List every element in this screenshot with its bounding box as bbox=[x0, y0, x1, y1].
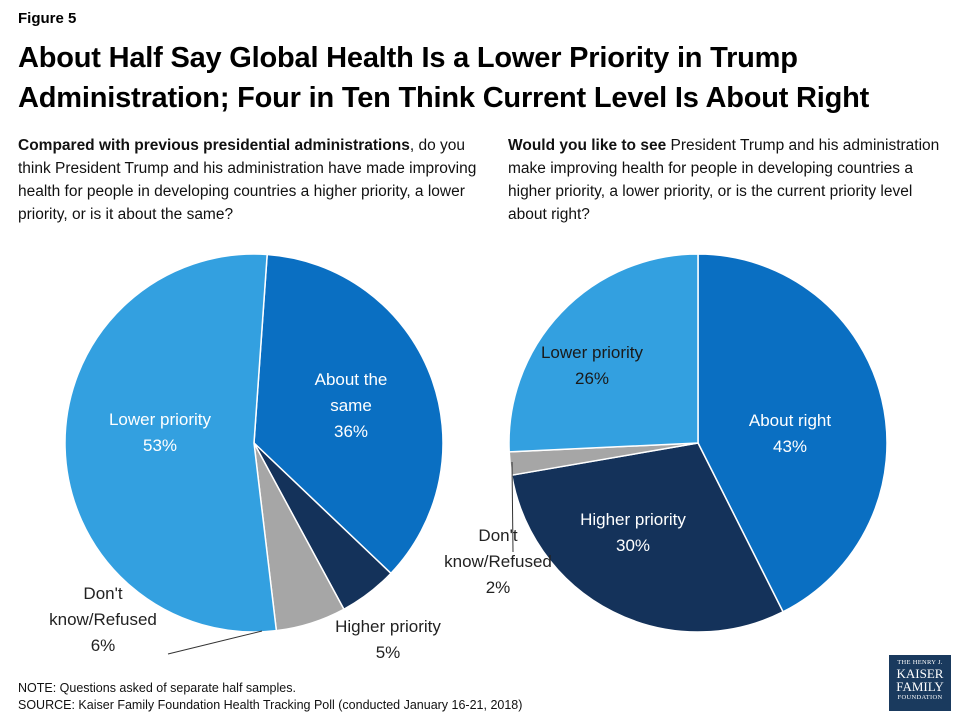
right-question: Would you like to see President Trump an… bbox=[508, 134, 948, 226]
right-question-bold: Would you like to see bbox=[508, 137, 667, 154]
slice-category-label: Don't bbox=[478, 526, 517, 545]
pie-2-label-about-right: About right 43% bbox=[749, 411, 831, 456]
slice-category-label: Lower priority bbox=[109, 410, 212, 429]
kff-logo: THE HENRY J. KAISER FAMILY FOUNDATION bbox=[889, 655, 951, 711]
chart-title: About Half Say Global Health Is a Lower … bbox=[18, 38, 948, 118]
slice-category-label: Higher priority bbox=[335, 617, 441, 636]
pie-2-slice-lower-priority bbox=[508, 253, 699, 453]
slice-category-label: About the bbox=[315, 370, 388, 389]
left-question: Compared with previous presidential admi… bbox=[18, 134, 478, 226]
slice-category-label: Don't bbox=[83, 584, 122, 603]
slice-category-label: same bbox=[330, 396, 372, 415]
slice-category-label: Lower priority bbox=[541, 343, 644, 362]
slice-value-label: 43% bbox=[773, 437, 807, 456]
slice-category-label: About right bbox=[749, 411, 831, 430]
title-line-1: About Half Say Global Health Is a Lower … bbox=[18, 42, 798, 74]
slice-category-label: know/Refused bbox=[49, 610, 157, 629]
pie-1-slice-lower-priority bbox=[64, 253, 278, 633]
pie-2-leader-don-t-know-refused bbox=[511, 461, 514, 553]
pie-1-label-lower-priority: Lower priority 53% bbox=[109, 410, 212, 455]
slice-value-label: 6% bbox=[91, 636, 116, 655]
slice-value-label: 36% bbox=[334, 422, 368, 441]
note-text: NOTE: Questions asked of separate half s… bbox=[18, 681, 296, 695]
logo-line-3: FAMILY bbox=[896, 679, 944, 694]
pie-1-leader-don-t-know-refused bbox=[167, 630, 263, 655]
left-question-text: , do you think President Trump and his a… bbox=[18, 137, 477, 223]
pie-1-slice-about-the-same bbox=[253, 253, 444, 575]
pie-2-label-lower-priority: Lower priority 26% bbox=[541, 343, 644, 388]
logo-line-4: FOUNDATION bbox=[897, 694, 943, 701]
slice-value-label: 2% bbox=[486, 578, 511, 597]
pie-1-label-about-the-same: About the same 36% bbox=[315, 370, 388, 441]
slice-value-label: 53% bbox=[143, 436, 177, 455]
logo-line-1: THE HENRY J. bbox=[897, 659, 943, 666]
slice-value-label: 5% bbox=[376, 643, 401, 662]
right-question-text: President Trump and his administration m… bbox=[508, 137, 940, 223]
slice-category-label: know/Refused bbox=[444, 552, 552, 571]
slice-value-label: 26% bbox=[575, 369, 609, 388]
pie-2-label-don-t-know-refused: Don't know/Refused 2% bbox=[444, 526, 552, 597]
figure-label: Figure 5 bbox=[18, 10, 77, 27]
pie-2-slice-higher-priority bbox=[510, 442, 785, 633]
logo-line-2: KAISER bbox=[896, 666, 944, 681]
left-question-bold: Compared with previous presidential admi… bbox=[18, 137, 410, 154]
pie-2-label-higher-priority: Higher priority 30% bbox=[580, 510, 686, 555]
pie-2-slice-about-right bbox=[697, 253, 888, 613]
pie-1-label-don-t-know-refused: Don't know/Refused 6% bbox=[49, 584, 157, 655]
title-line-2: Administration; Four in Ten Think Curren… bbox=[18, 82, 870, 114]
source-text: SOURCE: Kaiser Family Foundation Health … bbox=[18, 698, 523, 712]
slice-value-label: 30% bbox=[616, 536, 650, 555]
slice-category-label: Higher priority bbox=[580, 510, 686, 529]
pie-1-label-higher-priority: Higher priority 5% bbox=[335, 617, 441, 662]
